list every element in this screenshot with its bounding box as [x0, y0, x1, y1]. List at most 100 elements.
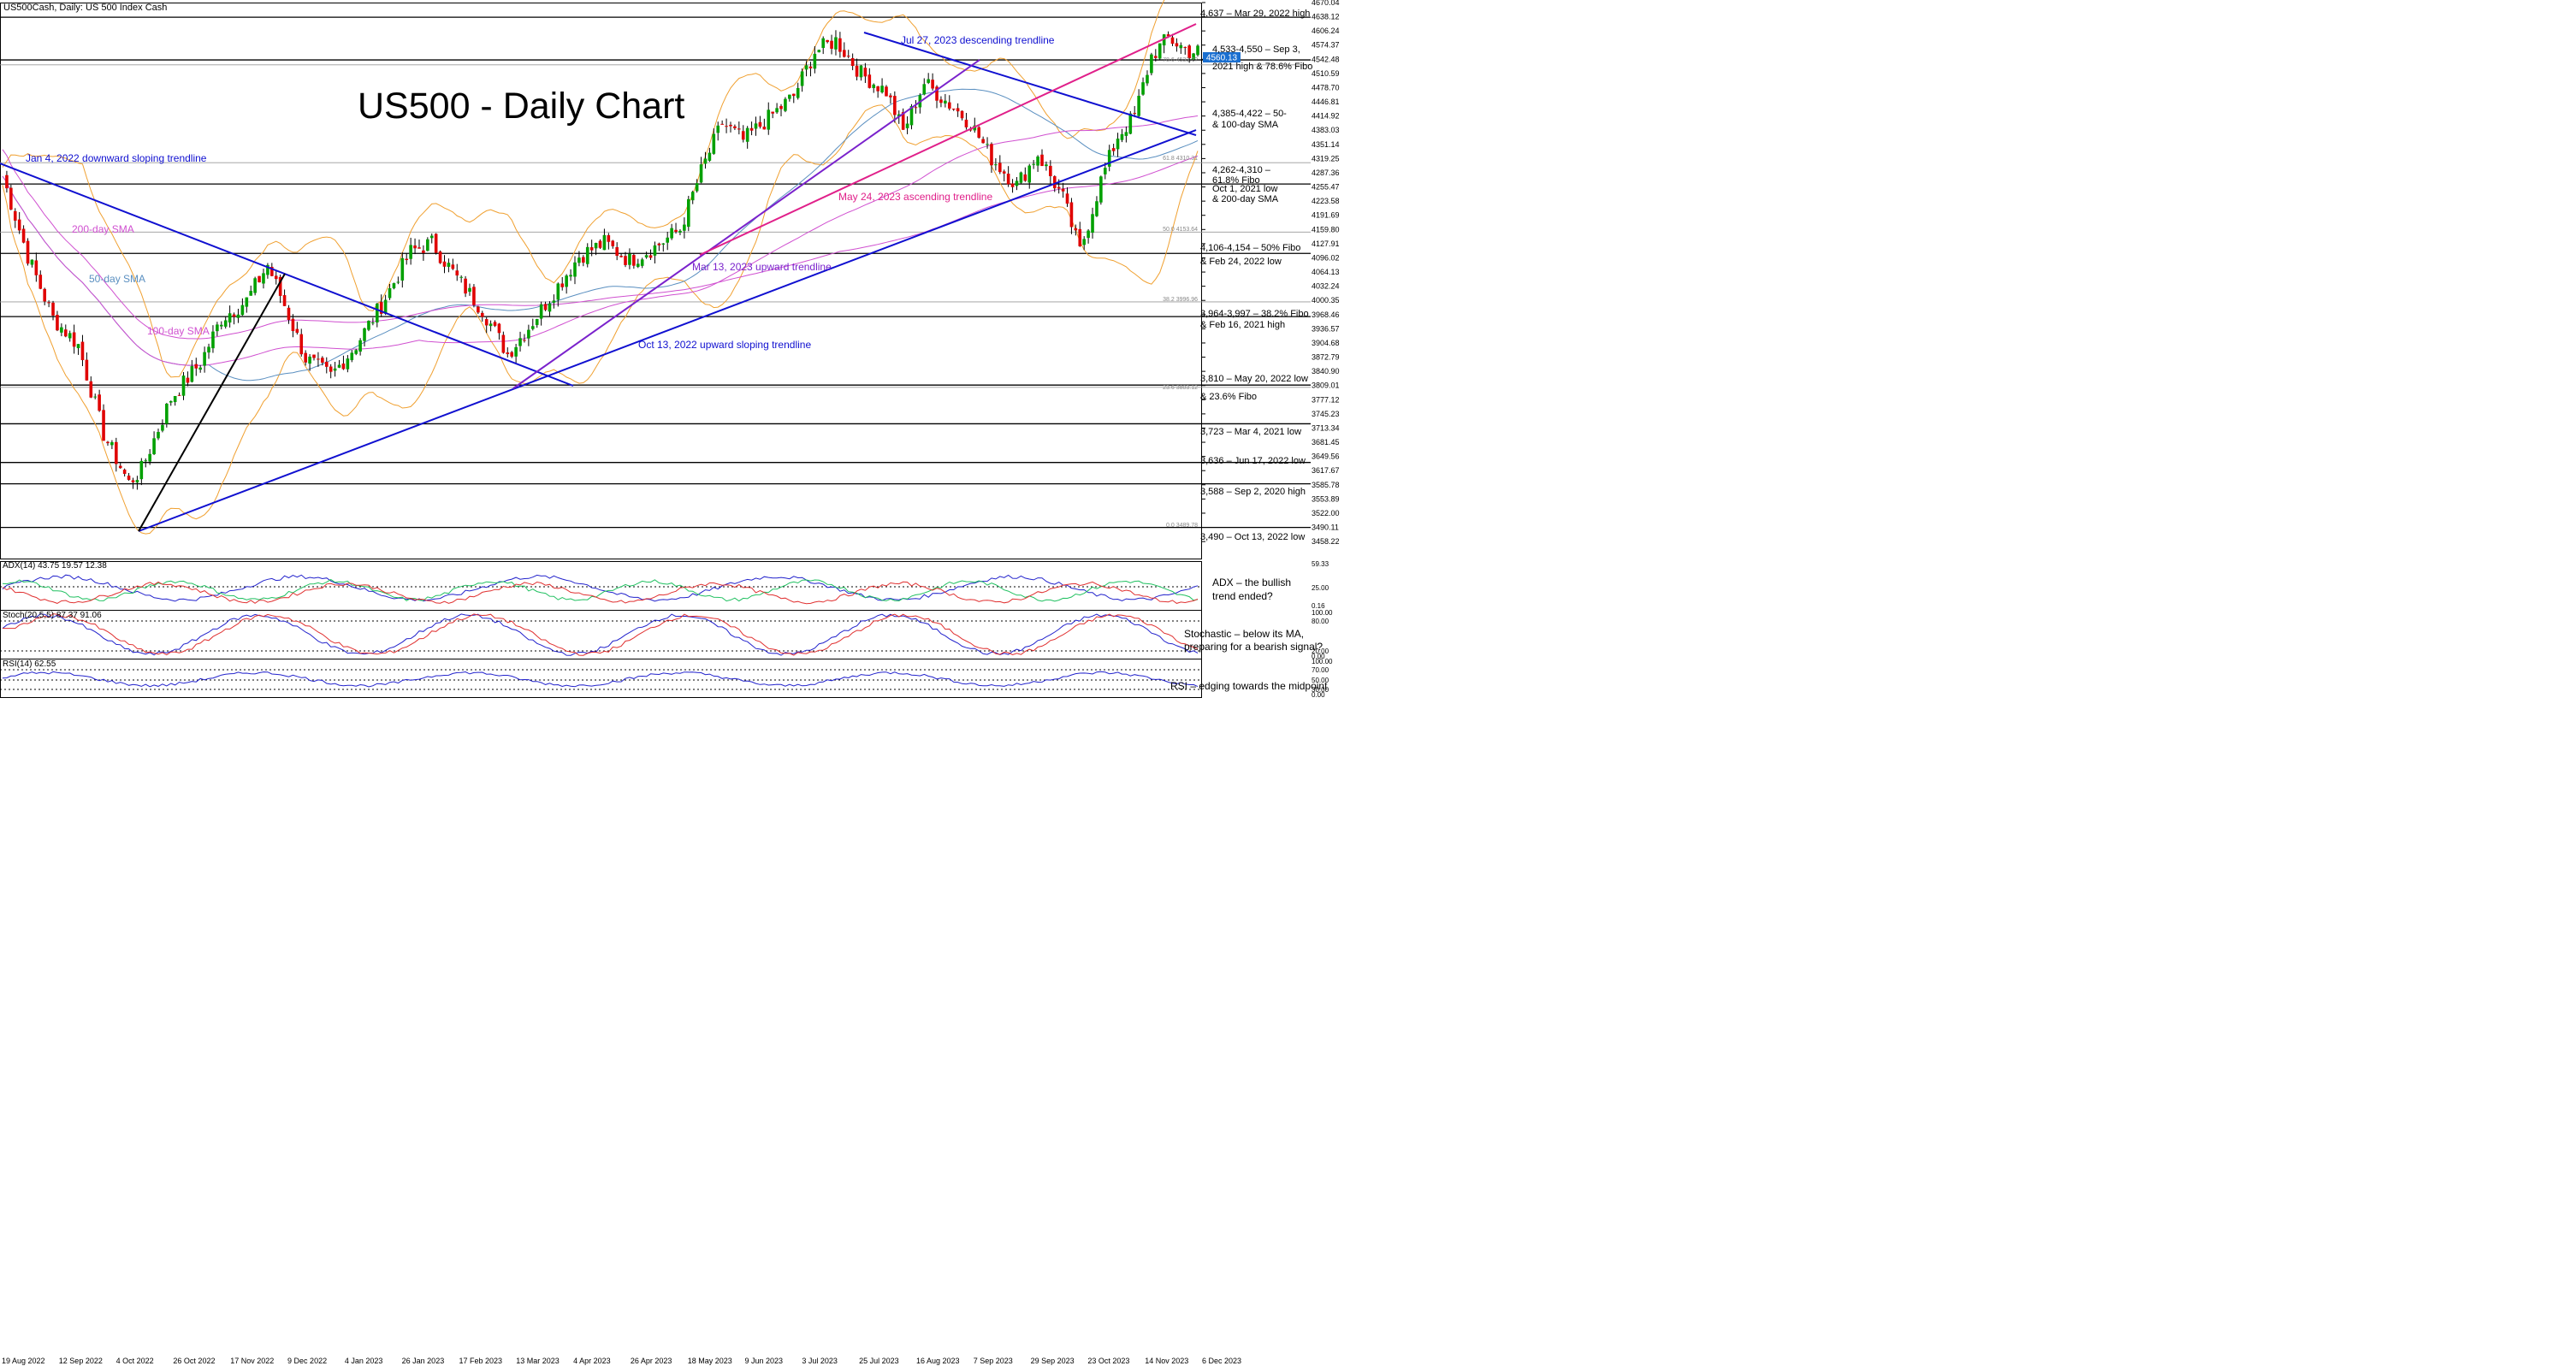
candle-bull [683, 224, 686, 231]
adx-tick-label: 0.16 [1312, 602, 1325, 610]
candle-bear [434, 234, 438, 253]
candle-bear [939, 99, 943, 103]
rsi-tick-label: 0.00 [1312, 691, 1325, 699]
price-axis: 4670.04 4638.12 4606.24 4574.37 4542.48 4510.… [1202, 0, 1340, 546]
candle-bull [1116, 139, 1120, 150]
candle-bear [1065, 193, 1069, 204]
candle-bull [388, 287, 392, 299]
candle-bear [47, 302, 50, 304]
candle-bear [118, 465, 122, 469]
candle-bear [632, 255, 636, 266]
date-tick-label: 26 Jan 2023 [402, 1357, 445, 1365]
candle-bull [880, 86, 884, 92]
candle-bull [872, 84, 876, 88]
trendline-jan4-downward [0, 163, 574, 387]
candle-bull [661, 243, 666, 245]
candle-bear [186, 377, 190, 383]
candle-bear [931, 80, 934, 89]
candle-bull [767, 109, 771, 130]
main-panel-frame [0, 3, 1202, 559]
candle-bear [85, 359, 89, 381]
level-annotations: 4,637 – Mar 29, 2022 high 4,533-4,550 – … [1200, 9, 1312, 542]
candle-bear [194, 364, 198, 369]
candle-bull [1019, 172, 1023, 183]
candle-bull [30, 259, 34, 265]
bollinger-upper-band [2, 0, 1165, 378]
date-tick-label: 26 Apr 2023 [631, 1357, 672, 1365]
candle-bear [830, 40, 833, 49]
candle-bull [821, 38, 826, 49]
candle-bear [674, 229, 678, 233]
candle-bull [973, 125, 977, 131]
candle-bear [98, 394, 101, 411]
candle-bull [489, 323, 493, 327]
candle-bear [405, 258, 409, 261]
candle-bull [1045, 164, 1048, 167]
price-tick-label: 3585.78 [1312, 481, 1340, 489]
candle-bear [901, 112, 905, 130]
candle-bear [560, 283, 565, 287]
candle-bull [636, 263, 640, 267]
candle-bull [358, 340, 362, 352]
candle-bear [657, 243, 661, 245]
candle-bear [885, 86, 888, 97]
candle-bull [1095, 201, 1099, 216]
candle-bull [228, 313, 232, 323]
label-jan4-trendline: Jan 4, 2022 downward sloping trendline [26, 152, 207, 164]
label-oct13-trendline: Oct 13, 2022 upward sloping trendline [638, 339, 811, 351]
candle-bear [720, 123, 724, 125]
candle-bear [771, 111, 774, 114]
stoch-tick-label: 100.00 [1312, 609, 1333, 617]
date-tick-label: 6 Dec 2023 [1202, 1357, 1241, 1365]
price-tick-label: 4000.35 [1312, 296, 1340, 305]
candle-bear [868, 74, 872, 88]
candle-bear [914, 107, 918, 109]
price-tick-label: 4319.25 [1312, 154, 1340, 163]
candle-bull [1150, 54, 1153, 74]
stoch-signal-line [3, 612, 1199, 656]
stoch-note-a: Stochastic – below its MA, [1184, 628, 1304, 640]
candle-bear [981, 139, 985, 144]
trendline-jul27-descending [863, 32, 1197, 136]
candle-bull [1027, 165, 1032, 183]
candle-bull [897, 114, 901, 117]
rsi-tick-label: 100.00 [1312, 658, 1333, 665]
candle-bear [438, 251, 442, 263]
fibo-level-label: 38.2 3996.96 [1163, 297, 1198, 303]
candle-bull [346, 358, 350, 370]
candle-bull [1036, 157, 1039, 166]
candle-bull [552, 300, 556, 303]
date-tick-label: 3 Jul 2023 [802, 1357, 838, 1365]
candle-bull [1107, 150, 1111, 167]
candle-bear [843, 50, 846, 57]
candle-bear [115, 441, 118, 464]
candle-bull [653, 245, 657, 256]
candle-bull [392, 283, 396, 289]
candle-bear [329, 366, 333, 372]
candle-bear [624, 256, 627, 265]
candle-bull [1087, 230, 1090, 239]
label-200-sma: 200-day SMA [72, 223, 134, 235]
candle-bear [102, 410, 105, 441]
candle-bull [585, 246, 589, 264]
rsi-panel-frame [0, 659, 1202, 698]
price-tick-label: 4191.69 [1312, 211, 1340, 220]
candle-bull [198, 367, 202, 370]
price-tick-label: 4287.36 [1312, 169, 1340, 177]
current-price-box [1203, 52, 1241, 62]
candle-bull [337, 364, 341, 368]
adx-tick-label: 59.33 [1312, 560, 1329, 568]
adx-note-a: ADX – the bullish [1212, 577, 1291, 588]
candle-bear [413, 245, 417, 249]
candle-bear [779, 105, 783, 109]
price-tick-label: 4574.37 [1312, 41, 1340, 50]
candlesticks [5, 30, 1199, 490]
candle-bear [455, 270, 459, 276]
candle-bull [909, 106, 914, 126]
candle-bull [249, 291, 253, 296]
candle-bull [602, 234, 607, 251]
candle-bull [207, 346, 210, 353]
price-tick-label: 3872.79 [1312, 353, 1340, 362]
date-tick-label: 14 Nov 2023 [1145, 1357, 1188, 1365]
price-tick-label: 4478.70 [1312, 83, 1340, 92]
